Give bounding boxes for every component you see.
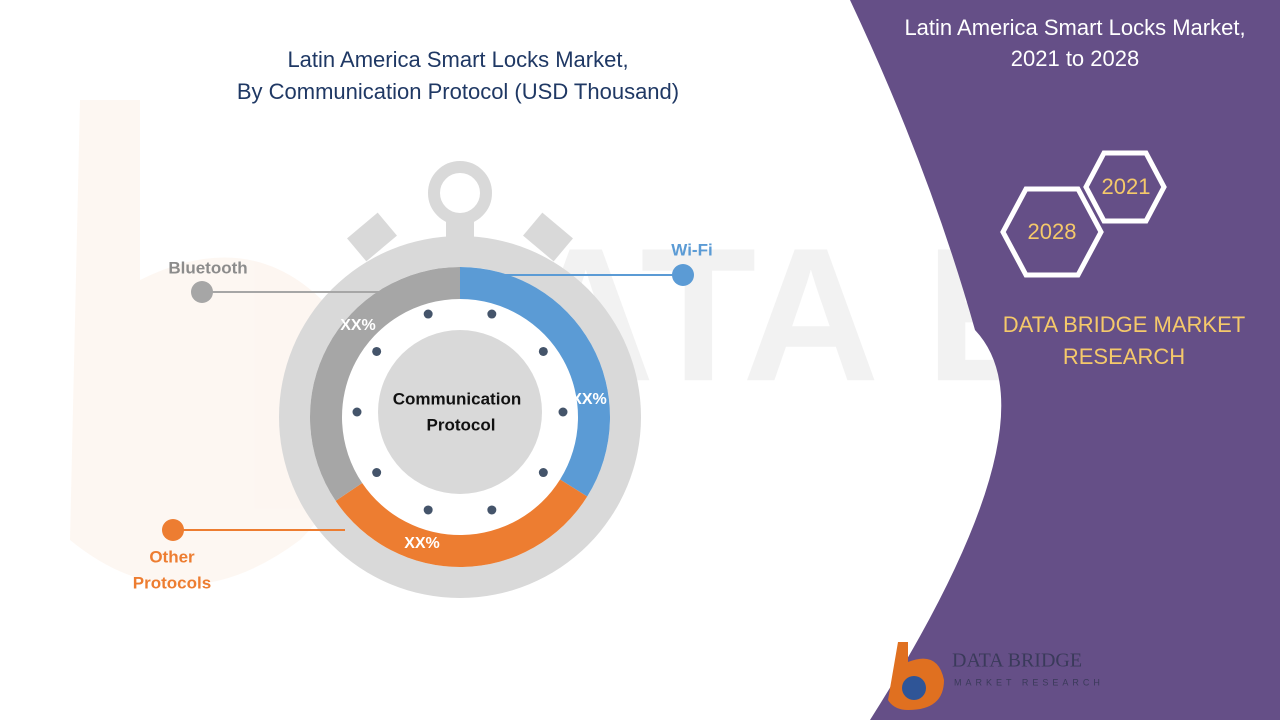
logo-name: DATA BRIDGE: [952, 650, 1082, 672]
dial-dot: [352, 407, 362, 417]
dial-dot: [372, 346, 382, 356]
dial-dot: [558, 407, 568, 417]
title: Latin America Smart Locks Market,: [287, 47, 628, 72]
segment-name: Bluetooth: [168, 258, 247, 277]
center-circle: [378, 330, 542, 494]
callout-dot: [162, 519, 184, 541]
side-panel: [850, 0, 1280, 720]
logo: DATA BRIDGE MARKET RESEARCH: [888, 642, 1104, 710]
ring-segment: [310, 267, 460, 501]
dial-dot: [423, 505, 433, 515]
dial-dot: [423, 309, 433, 319]
year: 2028: [1028, 219, 1077, 244]
segment-label: XX%: [340, 317, 376, 334]
brand: DATA BRIDGE MARKET: [1003, 312, 1245, 337]
segment-label: XX%: [571, 391, 607, 408]
segment-label: XX%: [404, 535, 440, 552]
panel-title: Latin America Smart Locks Market,: [904, 15, 1245, 40]
year: 2021: [1102, 174, 1151, 199]
ring-segment: [460, 267, 610, 497]
panel-title: 2021 to 2028: [1011, 46, 1139, 71]
hexagon: [1000, 186, 1104, 278]
dial-dot: [487, 505, 497, 515]
ring-segment: [335, 479, 588, 568]
segment-name: Protocols: [133, 573, 211, 592]
dial-dot: [487, 309, 497, 319]
callout-dot: [191, 281, 213, 303]
hexagon: [1083, 150, 1167, 224]
callout-dot: [672, 264, 694, 286]
center-label: Protocol: [427, 415, 496, 434]
dial-dot: [372, 468, 382, 478]
brand: RESEARCH: [1063, 344, 1185, 369]
dial-dot: [538, 468, 548, 478]
logo-tagline: MARKET RESEARCH: [954, 677, 1104, 687]
segment-name: Wi-Fi: [671, 240, 712, 259]
title: By Communication Protocol (USD Thousand): [237, 79, 679, 104]
segment-name: Other: [149, 547, 195, 566]
dial-dot: [538, 346, 548, 356]
center-label: Communication: [393, 389, 521, 408]
